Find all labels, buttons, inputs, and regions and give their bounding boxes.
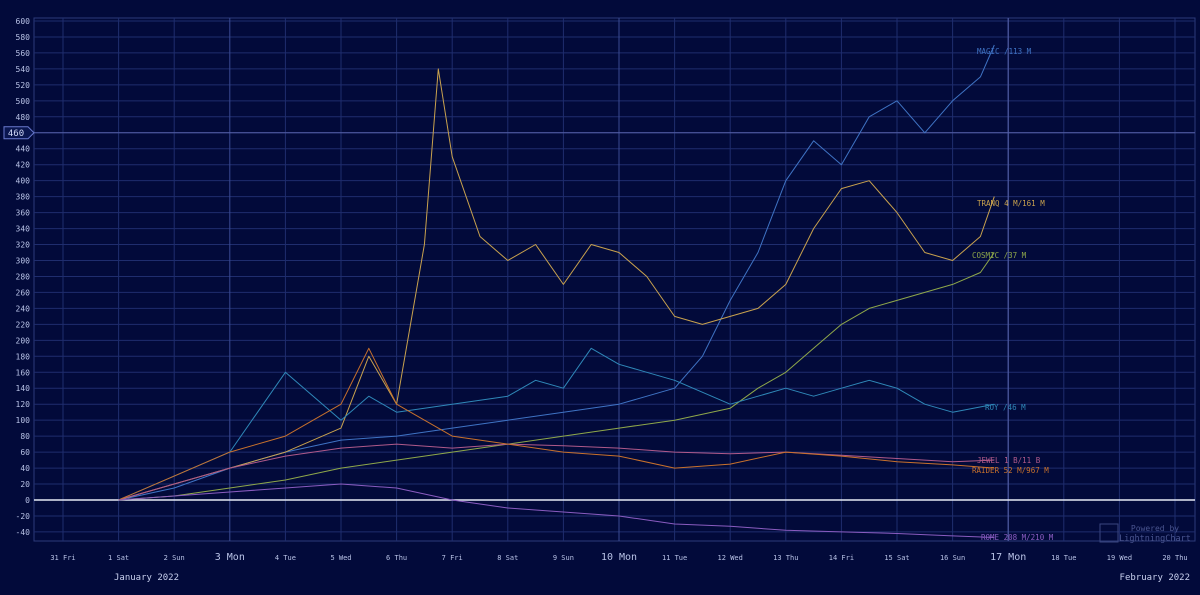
cursor-value-box xyxy=(3,126,35,140)
x-tick-label: 18 Tue xyxy=(1051,554,1076,562)
y-tick-label: 100 xyxy=(16,416,31,425)
y-tick-label: 320 xyxy=(16,241,31,250)
y-tick-label: 200 xyxy=(16,336,31,345)
y-tick-label: 560 xyxy=(16,49,31,58)
plot-frame xyxy=(33,17,1196,542)
y-tick-label: 400 xyxy=(16,177,31,186)
y-tick-label: 420 xyxy=(16,161,31,170)
y-tick-label: 580 xyxy=(16,33,31,42)
y-tick-label: 600 xyxy=(16,17,31,26)
series-line-tranq xyxy=(118,68,995,501)
x-tick-label: 2 Sun xyxy=(164,554,185,562)
x-tick-label: 17 Mon xyxy=(990,552,1026,563)
x-tick-label: 16 Sun xyxy=(940,554,965,562)
y-tick-label: 80 xyxy=(20,432,30,441)
series-end-label-raider: RAIDER 52 M/967 M xyxy=(972,466,1049,475)
y-tick-label: 160 xyxy=(16,368,31,377)
x-tick-label: 20 Thu xyxy=(1162,554,1187,562)
x-tick-label: 7 Fri xyxy=(442,554,463,562)
x-tick-label: 14 Fri xyxy=(829,554,854,562)
y-tick-label: 380 xyxy=(16,193,31,202)
x-tick-label: 4 Tue xyxy=(275,554,296,562)
y-tick-label: 240 xyxy=(16,304,31,313)
y-tick-label: 20 xyxy=(20,480,30,489)
y-tick-label: 500 xyxy=(16,97,31,106)
series-line-roy xyxy=(118,347,995,501)
x-tick-label: 8 Sat xyxy=(497,554,518,562)
series-end-label-rome: ROME 208 M/210 M xyxy=(981,533,1054,542)
y-tick-label: 340 xyxy=(16,225,31,234)
month-label: February 2022 xyxy=(1120,573,1190,583)
series-line-rome xyxy=(118,483,995,538)
month-label: January 2022 xyxy=(114,573,179,583)
y-tick-label: -20 xyxy=(16,512,31,521)
x-tick-label: 31 Fri xyxy=(50,554,75,562)
series-line-raider xyxy=(118,347,995,501)
y-tick-label: 0 xyxy=(25,496,30,505)
y-tick-label: 60 xyxy=(20,448,30,457)
y-tick-label: 300 xyxy=(16,257,31,266)
x-tick-label: 6 Thu xyxy=(386,554,407,562)
axis-layer: -40 -20 0 20 40 60 80 100 120 140 160 180 200 220 240 2… xyxy=(3,17,1190,583)
cursor-value-label: 460 xyxy=(8,129,24,139)
y-tick-label: 180 xyxy=(16,352,31,361)
y-tick-label: 360 xyxy=(16,209,31,218)
series-line-jewel xyxy=(118,443,995,501)
x-tick-label: 11 Tue xyxy=(662,554,687,562)
y-tick-label: -40 xyxy=(16,528,31,537)
y-tick-label: 540 xyxy=(16,65,31,74)
y-tick-label: 480 xyxy=(16,113,31,122)
x-tick-label: 5 Wed xyxy=(330,554,351,562)
y-tick-label: 260 xyxy=(16,288,31,297)
x-tick-label: 9 Sun xyxy=(553,554,574,562)
x-tick-label: 12 Wed xyxy=(718,554,743,562)
x-tick-label: 10 Mon xyxy=(601,552,637,563)
series-line-cosmic xyxy=(118,252,995,501)
y-tick-label: 40 xyxy=(20,464,30,473)
y-tick-label: 520 xyxy=(16,81,31,90)
series-end-label-cosmic: COSMIC /37 M xyxy=(972,251,1027,260)
grid-layer xyxy=(33,17,1196,542)
watermark-logo-icon xyxy=(1099,523,1119,543)
series-layer xyxy=(118,44,995,538)
y-tick-label: 220 xyxy=(16,320,31,329)
series-end-label-roy: ROY /46 M xyxy=(985,403,1026,412)
series-line-magic xyxy=(118,44,995,501)
label-layer: MAGIC /113 M TRANQ 4 M/161 M COSMIC /37 M R… xyxy=(972,47,1191,544)
y-tick-label: 120 xyxy=(16,400,31,409)
series-end-label-magic: MAGIC /113 M xyxy=(977,47,1032,56)
x-tick-label: 15 Sat xyxy=(884,554,909,562)
y-tick-label: 280 xyxy=(16,272,31,281)
watermark-line2: LightningChart xyxy=(1119,534,1191,544)
y-tick-label: 440 xyxy=(16,145,31,154)
y-tick-label: 140 xyxy=(16,384,31,393)
x-tick-label: 3 Mon xyxy=(215,552,245,563)
watermark-line1: Powered by xyxy=(1131,524,1179,533)
x-tick-label: 13 Thu xyxy=(773,554,798,562)
x-tick-label: 19 Wed xyxy=(1107,554,1132,562)
x-tick-label: 1 Sat xyxy=(108,554,129,562)
series-end-label-tranq: TRANQ 4 M/161 M xyxy=(977,199,1045,208)
series-end-label-jewel: JEWEL 1 B/11 B xyxy=(977,456,1041,465)
